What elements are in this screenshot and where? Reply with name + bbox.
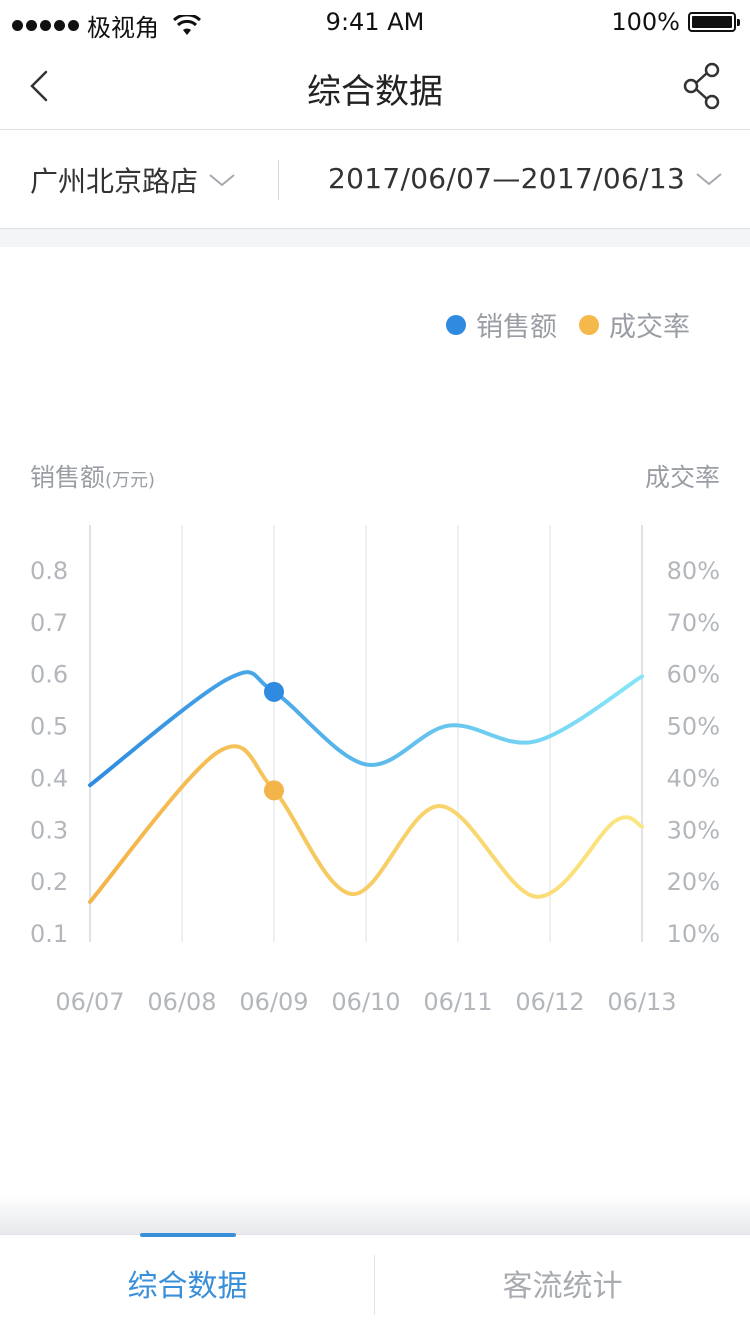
store-name: 广州北京路店 bbox=[30, 165, 199, 198]
left-axis-tick-label: 0.6 bbox=[30, 661, 68, 689]
legend-label-rate: 成交率 bbox=[609, 312, 690, 343]
legend-item-sales[interactable]: 销售额 bbox=[446, 305, 557, 344]
x-axis-tick-label: 06/12 bbox=[515, 988, 584, 1016]
left-axis-tick-label: 0.1 bbox=[30, 920, 68, 948]
legend-dot-rate bbox=[579, 314, 599, 335]
legend-item-rate[interactable]: 成交率 bbox=[579, 305, 690, 344]
x-axis-tick-label: 06/13 bbox=[607, 988, 676, 1016]
tab-overview[interactable]: 综合数据 bbox=[0, 1233, 375, 1335]
x-axis-tick-label: 06/11 bbox=[423, 988, 492, 1016]
left-axis-ticks: 0.8 0.7 0.6 0.5 0.4 0.3 0.2 0.1 bbox=[30, 557, 68, 948]
page-title: 综合数据 bbox=[307, 72, 443, 112]
active-tab-indicator bbox=[140, 1233, 236, 1237]
x-axis-tick-label: 06/09 bbox=[239, 988, 308, 1016]
x-axis-ticks: 06/07 06/08 06/09 06/10 06/11 06/12 06/13 bbox=[55, 988, 676, 1016]
chart-grid bbox=[89, 525, 643, 942]
left-axis-tick-label: 0.3 bbox=[30, 816, 68, 844]
left-axis-tick-label: 0.7 bbox=[30, 609, 68, 637]
filter-divider bbox=[278, 160, 279, 200]
right-axis-tick-label: 80% bbox=[667, 557, 720, 585]
right-axis-tick-label: 50% bbox=[667, 713, 720, 741]
left-axis-tick-label: 0.8 bbox=[30, 557, 68, 585]
left-axis-tick-label: 0.2 bbox=[30, 868, 68, 896]
battery-icon bbox=[688, 12, 740, 32]
share-icon[interactable] bbox=[682, 60, 722, 110]
right-axis-tick-label: 30% bbox=[667, 816, 720, 844]
dual-axis-line-chart[interactable]: 0.8 0.7 0.6 0.5 0.4 0.3 0.2 0.1 80% 70% 60% 50% 40%… bbox=[0, 500, 750, 1040]
chevron-down-icon bbox=[696, 172, 722, 185]
bottom-tab-bar: 综合数据 客流统计 bbox=[0, 1233, 750, 1335]
battery-percent: 100% bbox=[611, 8, 680, 36]
sales-highlight-point[interactable] bbox=[264, 681, 284, 702]
sales-line bbox=[88, 670, 644, 788]
status-time: 9:41 AM bbox=[325, 8, 425, 36]
navigation-bar: 综合数据 bbox=[0, 44, 750, 130]
chart-markers bbox=[264, 681, 284, 801]
tab-traffic[interactable]: 客流统计 bbox=[375, 1235, 750, 1335]
chevron-down-icon bbox=[209, 174, 235, 187]
x-axis-tick-label: 06/08 bbox=[147, 988, 216, 1016]
wifi-icon bbox=[173, 14, 201, 35]
date-range-selector[interactable]: 2017/06/07—2017/06/13 bbox=[328, 162, 723, 195]
left-axis-tick-label: 0.5 bbox=[30, 713, 68, 741]
section-separator bbox=[0, 229, 750, 247]
filter-bar: 广州北京路店 2017/06/07—2017/06/13 bbox=[0, 130, 750, 229]
left-axis-title: 销售额(万元) bbox=[30, 458, 155, 494]
right-axis-tick-label: 60% bbox=[667, 661, 720, 689]
legend-label-sales: 销售额 bbox=[476, 312, 557, 343]
conversion-rate-line bbox=[88, 744, 644, 904]
right-axis-title: 成交率 bbox=[644, 463, 720, 492]
x-axis-tick-label: 06/07 bbox=[55, 988, 124, 1016]
status-right: 100% bbox=[611, 8, 740, 36]
status-bar: 极视角 9:41 AM 100% bbox=[0, 0, 750, 44]
x-axis-tick-label: 06/10 bbox=[331, 988, 400, 1016]
right-axis-tick-label: 20% bbox=[667, 868, 720, 896]
left-axis-unit: (万元) bbox=[105, 470, 156, 491]
chart-legend: 销售额 成交率 bbox=[424, 305, 690, 344]
tabbar-shadow bbox=[0, 1195, 750, 1235]
left-axis-title-text: 销售额 bbox=[30, 463, 106, 492]
right-axis-tick-label: 40% bbox=[667, 764, 720, 792]
tab-divider bbox=[374, 1255, 375, 1315]
tab-overview-label: 综合数据 bbox=[127, 1269, 248, 1304]
rate-highlight-point[interactable] bbox=[264, 780, 284, 801]
store-selector[interactable]: 广州北京路店 bbox=[30, 160, 236, 200]
right-axis-tick-label: 10% bbox=[667, 920, 720, 948]
date-range-text: 2017/06/07—2017/06/13 bbox=[328, 162, 686, 195]
back-chevron-icon[interactable] bbox=[24, 64, 64, 108]
left-axis-tick-label: 0.4 bbox=[30, 764, 68, 792]
signal-strength-icon bbox=[12, 20, 79, 31]
right-axis-tick-label: 70% bbox=[667, 609, 720, 637]
tab-traffic-label: 客流统计 bbox=[502, 1269, 623, 1304]
status-left: 极视角 bbox=[12, 8, 201, 43]
legend-dot-sales bbox=[446, 314, 466, 335]
right-axis-ticks: 80% 70% 60% 50% 40% 30% 20% 10% bbox=[667, 557, 720, 948]
carrier-name: 极视角 bbox=[87, 14, 159, 42]
chart-series bbox=[88, 670, 644, 904]
